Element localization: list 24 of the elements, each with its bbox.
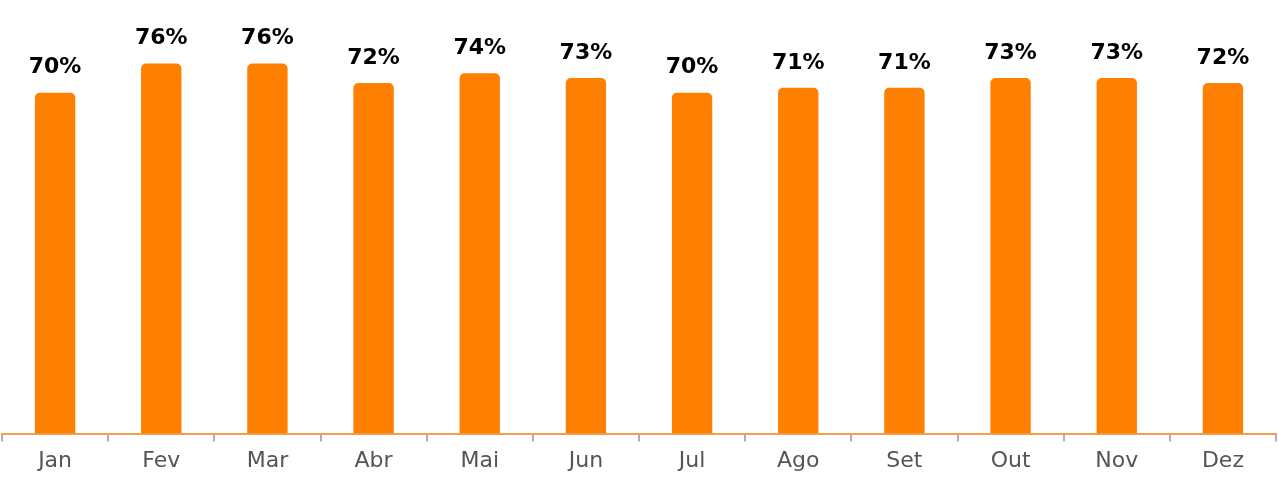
data-label: 76% — [134, 24, 188, 50]
x-tick-label: Fev — [142, 446, 181, 472]
x-tick-label: Set — [886, 446, 923, 472]
x-tick-label: Nov — [1095, 446, 1139, 472]
data-label: 70% — [28, 53, 82, 79]
data-label: 70% — [665, 53, 719, 79]
data-label: 74% — [453, 33, 507, 59]
data-label: 71% — [771, 48, 825, 74]
data-label: 73% — [1090, 38, 1144, 64]
x-tick-label: Mai — [460, 446, 500, 472]
data-label: 72% — [347, 43, 400, 69]
x-tick-label: Dez — [1201, 446, 1244, 472]
data-label: 73% — [559, 38, 613, 64]
data-label: 72% — [1196, 43, 1250, 69]
x-tick-label: Ago — [777, 446, 820, 472]
data-label: 71% — [878, 48, 931, 74]
x-tick-label: Jun — [566, 446, 604, 472]
data-label: 73% — [984, 38, 1037, 64]
data-label: 76% — [241, 24, 294, 50]
x-tick-label: Mar — [246, 446, 290, 472]
x-tick-label: Jan — [36, 446, 73, 472]
x-tick-label: Out — [990, 446, 1031, 472]
x-tick-label: Jul — [676, 446, 706, 472]
x-tick-label: Abr — [354, 446, 394, 472]
